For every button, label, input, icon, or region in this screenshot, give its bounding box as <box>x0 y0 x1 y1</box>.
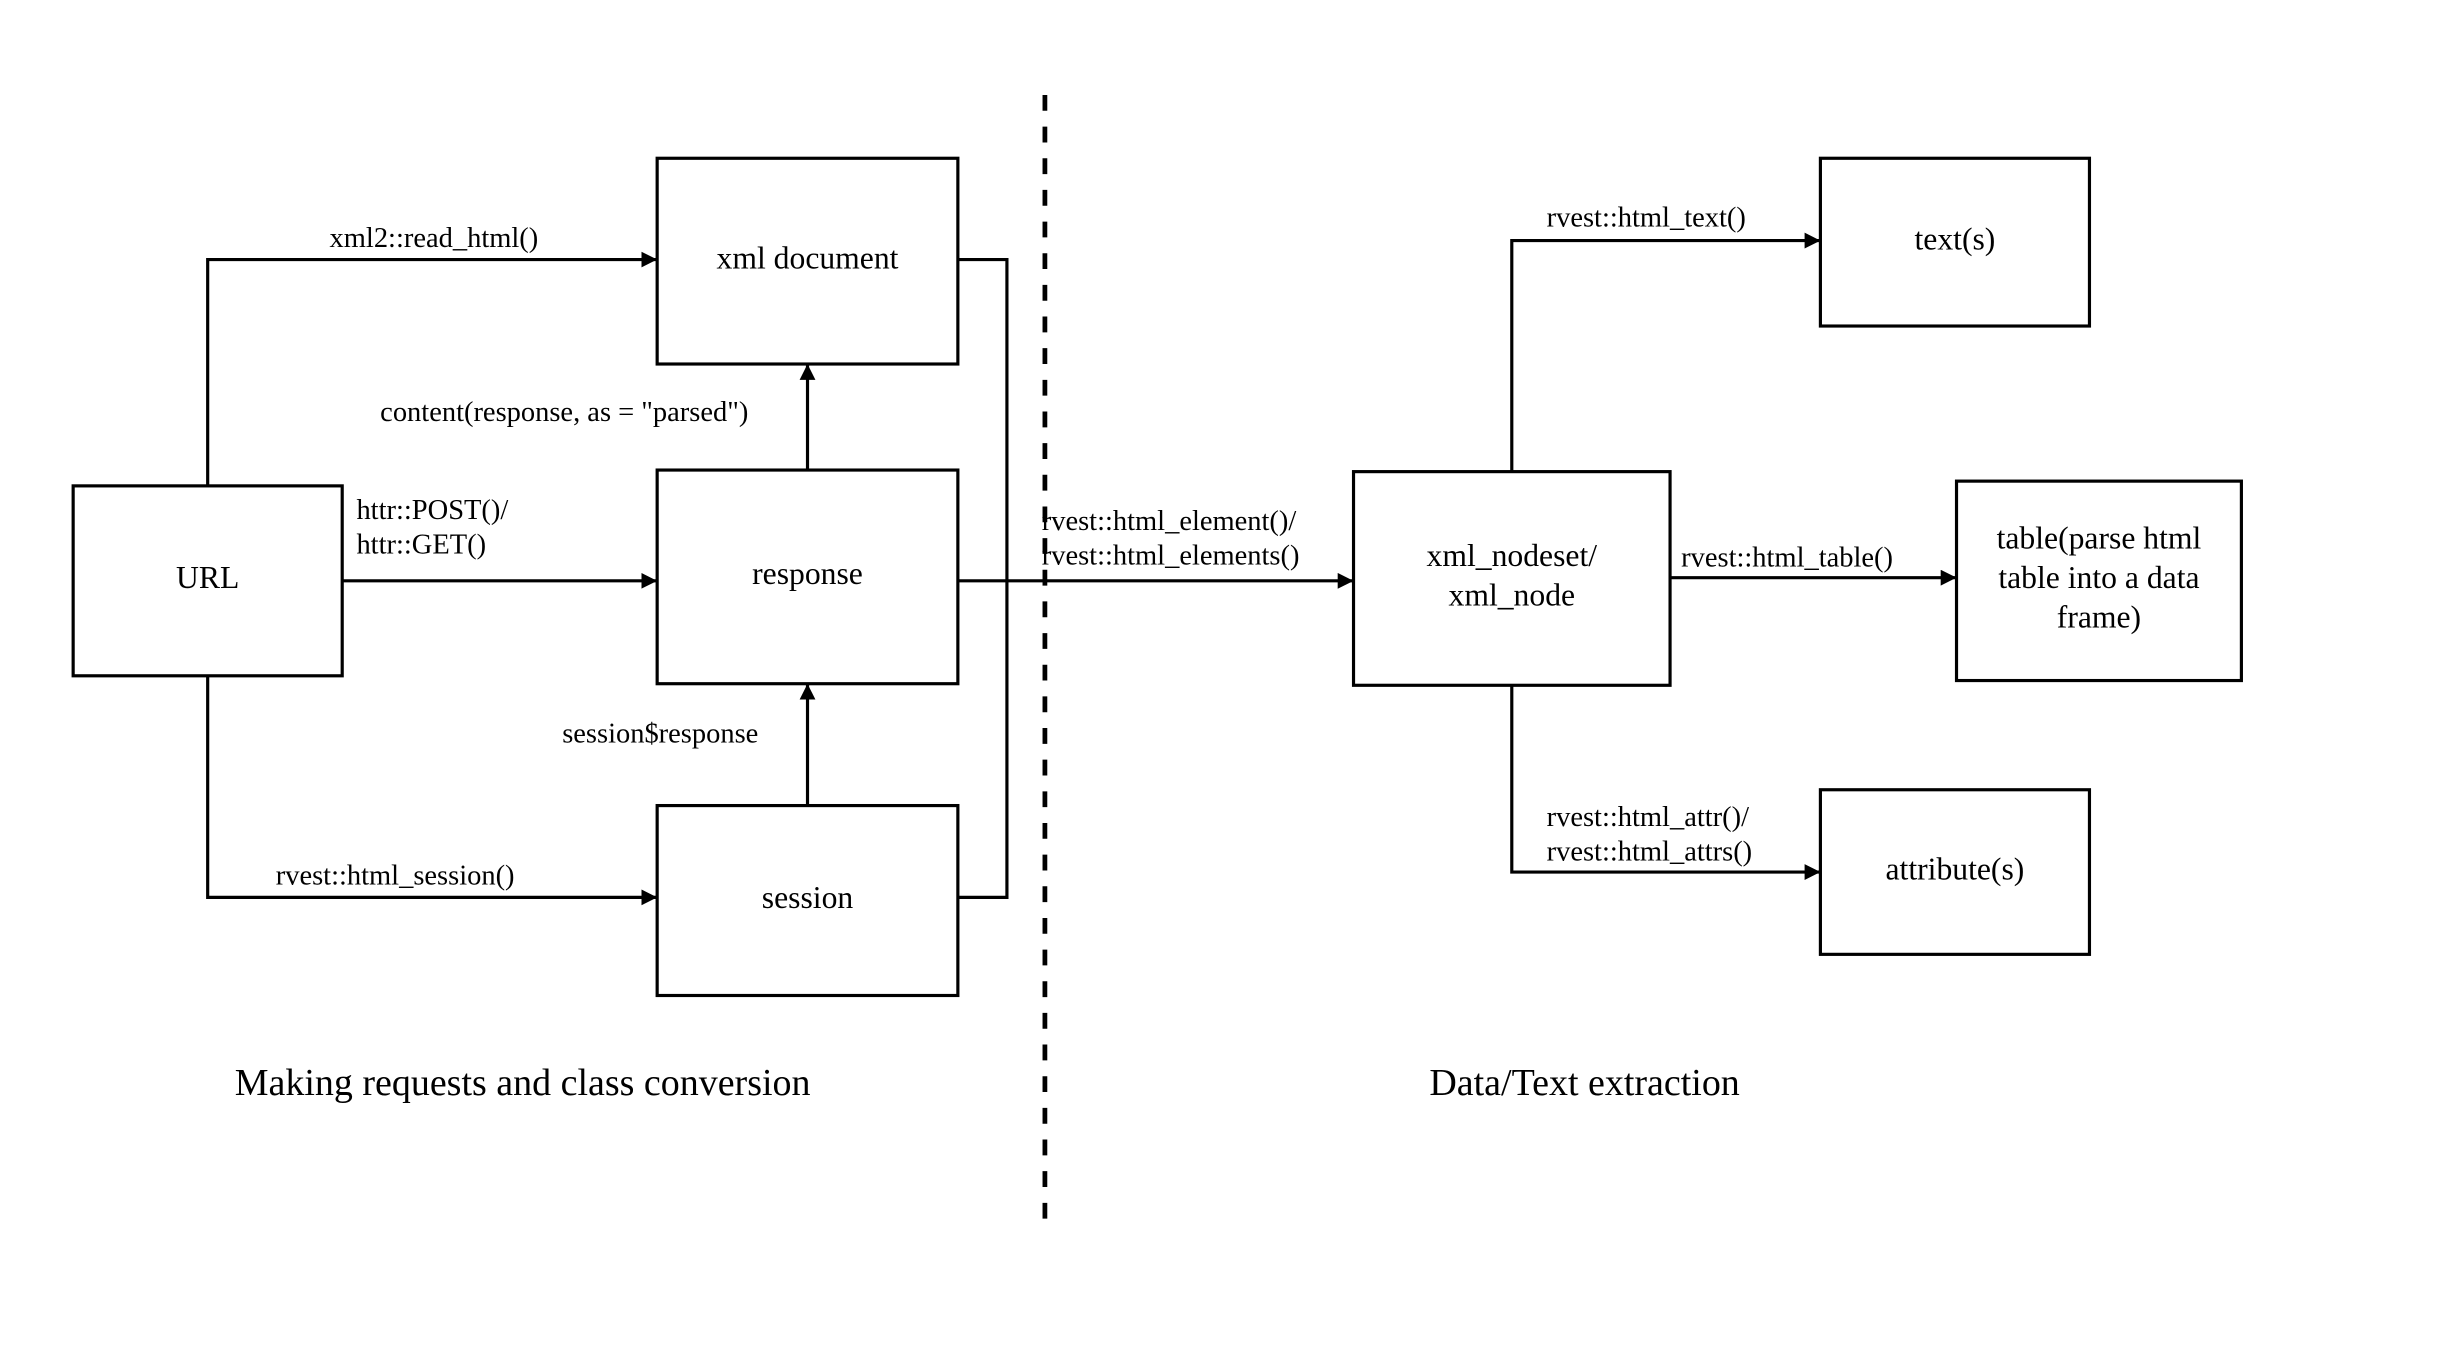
section-title-right: Data/Text extraction <box>1429 1062 1739 1104</box>
edge-label-nodeset-to-attr: rvest::html_attr()/ <box>1547 802 1749 833</box>
flowchart-diagram: URLxml documentresponsesessionxml_nodese… <box>0 0 2438 1369</box>
edge-url-to-xmldoc <box>208 260 657 486</box>
edge-label-session-to-response: session$response <box>562 718 758 749</box>
edge-label-nodeset-to-table: rvest::html_table() <box>1681 543 1893 574</box>
node-label-table: table(parse html <box>1997 521 2202 556</box>
node-attribute: attribute(s) <box>1820 790 2089 955</box>
section-title-left: Making requests and class conversion <box>235 1062 811 1104</box>
edge-label-url-to-response: httr::GET() <box>356 529 486 560</box>
node-label-xml_document: xml document <box>717 240 899 275</box>
node-text: text(s) <box>1820 158 2089 326</box>
node-label-session: session <box>762 880 854 915</box>
edge-label-nodeset-to-text: rvest::html_text() <box>1547 202 1746 233</box>
edge-label-url-to-response: httr::POST()/ <box>356 495 508 526</box>
edge-nodeset-to-text <box>1512 241 1821 472</box>
node-label-response: response <box>752 556 863 591</box>
edge-label-response-to-xmldoc: content(response, as = "parsed") <box>380 397 748 428</box>
edge-xmldoc-to-nodeset-stub <box>958 260 1007 581</box>
edge-label-url-to-xmldoc: xml2::read_html() <box>330 223 539 254</box>
node-response: response <box>657 470 958 684</box>
edge-label-url-to-session: rvest::html_session() <box>276 861 515 892</box>
node-xml_document: xml document <box>657 158 958 364</box>
node-xml_nodeset: xml_nodeset/xml_node <box>1354 472 1671 686</box>
edge-label-response-to-nodeset: rvest::html_elements() <box>1042 540 1300 571</box>
node-label-attribute: attribute(s) <box>1886 851 2025 886</box>
node-label-url: URL <box>176 560 239 595</box>
edge-session-to-nodeset-stub <box>958 581 1007 898</box>
node-table: table(parse html table into a data frame) <box>1957 481 2242 680</box>
node-url: URL <box>73 486 342 676</box>
node-label-table: frame) <box>2057 600 2141 635</box>
section-titles-layer: Making requests and class conversion Data… <box>235 1062 1740 1104</box>
edge-label-nodeset-to-attr: rvest::html_attrs() <box>1547 836 1753 867</box>
node-label-xml_nodeset: xml_node <box>1449 578 1576 613</box>
node-label-table: table into a data <box>1998 560 2199 595</box>
node-label-text: text(s) <box>1915 221 1996 256</box>
node-session: session <box>657 806 958 996</box>
node-label-xml_nodeset: xml_nodeset/ <box>1427 538 1598 573</box>
edge-label-response-to-nodeset: rvest::html_element()/ <box>1042 506 1297 537</box>
